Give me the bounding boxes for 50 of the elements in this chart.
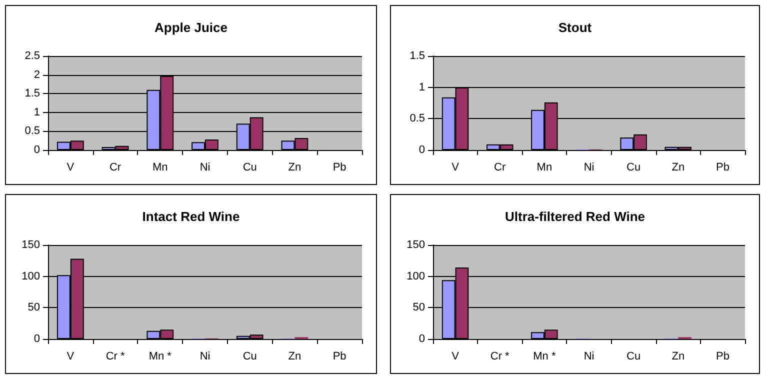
x-tick-label: Cu [626,162,641,174]
chart-title: Stout [558,20,592,35]
y-tick-label: 100 [22,270,40,282]
x-tick-label: Cr [109,162,122,174]
x-tick-label: V [66,350,75,362]
x-tick-label: V [452,350,460,362]
x-tick-label: Ni [200,350,210,362]
y-tick-label: 1.5 [410,50,425,62]
y-tick-label: 0 [418,333,425,345]
x-tick-label: Cr * [106,350,126,362]
x-tick-label: Zn [288,162,302,174]
x-tick-label: Cu [242,162,257,174]
x-tick-label: Pb [716,162,730,174]
y-tick-label: 50 [28,302,40,314]
x-tick-label: V [66,162,75,174]
x-tick-label: Zn [288,350,302,362]
x-tick-label: Cu [242,350,257,362]
x-tick-label: Pb [716,350,730,362]
x-tick-label: Cr [494,162,506,174]
y-tick-label: 1 [418,81,425,94]
x-tick-label: Mn [152,162,168,174]
x-tick-label: Mn * [533,350,556,362]
y-tick-label: 2.5 [24,50,40,62]
x-tick-label: Mn * [148,350,172,362]
chart-title: Ultra-filtered Red Wine [504,209,646,224]
x-tick-label: Zn [672,350,685,362]
chart-title: Intact Red Wine [142,209,240,224]
y-tick-label: 0 [34,144,40,156]
y-tick-label: 0 [418,144,425,156]
x-tick-label: Cu [626,350,641,362]
x-tick-label: Zn [672,162,685,174]
x-tick-label: Ni [200,162,210,174]
x-tick-label: Pb [332,350,346,362]
y-tick-label: 0.5 [24,125,40,138]
chart-title: Apple Juice [154,20,228,35]
x-tick-label: Ni [584,162,594,174]
x-tick-label: Mn [536,162,552,174]
y-tick-label: 50 [412,302,425,314]
y-tick-label: 1 [34,106,40,118]
x-tick-label: Cr * [490,350,510,362]
y-tick-label: 0 [34,333,40,345]
y-tick-label: 0.5 [410,112,425,125]
x-tick-label: Pb [332,162,346,174]
x-tick-label: Ni [584,350,594,362]
y-tick-label: 100 [406,270,425,282]
x-tick-label: V [452,162,460,174]
y-tick-label: 2 [34,68,40,81]
y-tick-label: 150 [22,239,40,251]
y-tick-label: 1.5 [24,88,40,100]
y-tick-label: 150 [406,239,425,251]
